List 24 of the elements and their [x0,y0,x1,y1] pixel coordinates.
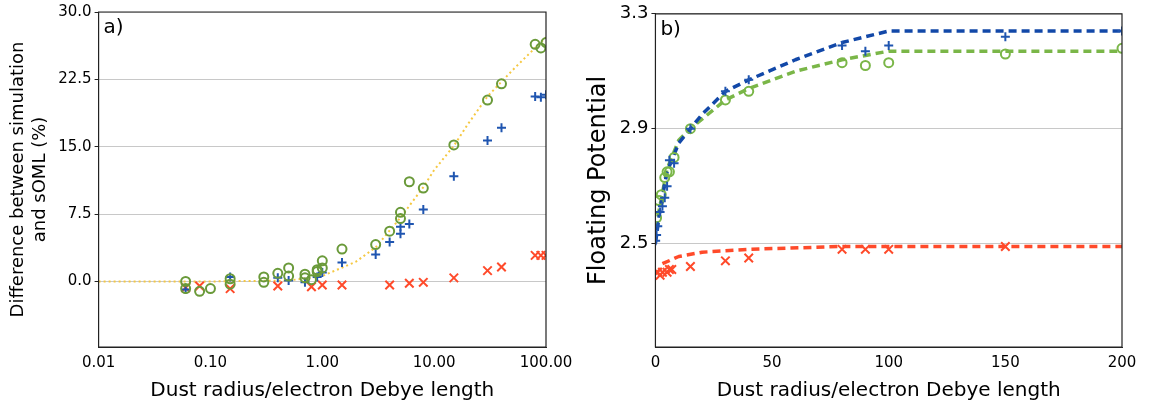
y-tick-label: 2.5 [619,231,649,253]
y-axis-title: Difference between simulation and sOML (%) [6,41,50,318]
x-tick-label: 100.00 [519,352,573,371]
y-axis-title: Floating Potential [582,75,611,285]
y-tick-label: 2.9 [619,116,649,138]
y-tick-label: 3.3 [619,1,649,23]
x-tick-label: 10.00 [412,352,456,371]
y-tick-label: 15.0 [58,136,92,155]
x-axis-title: Dust radius/electron Debye length [716,377,1061,402]
x-tick-label: 0.10 [193,352,228,371]
y-tick-label: 30.0 [58,1,92,20]
x-tick-label: 100 [874,352,904,371]
y-tick-label: 7.5 [67,203,92,222]
y-tick-label: 22.5 [58,69,92,88]
x-tick-label: 200 [1107,352,1137,371]
annotation: a) [103,14,124,39]
x-axis-title: Dust radius/electron Debye length [150,377,495,402]
annotation: b) [660,16,681,40]
y-tick-label: 0.0 [67,271,92,290]
x-tick-label: 0.01 [81,352,116,371]
x-tick-label: 150 [991,352,1020,371]
x-tick-label: 1.00 [305,352,339,371]
x-tick-label: 0 [650,352,661,371]
x-tick-label: 50 [762,352,782,371]
